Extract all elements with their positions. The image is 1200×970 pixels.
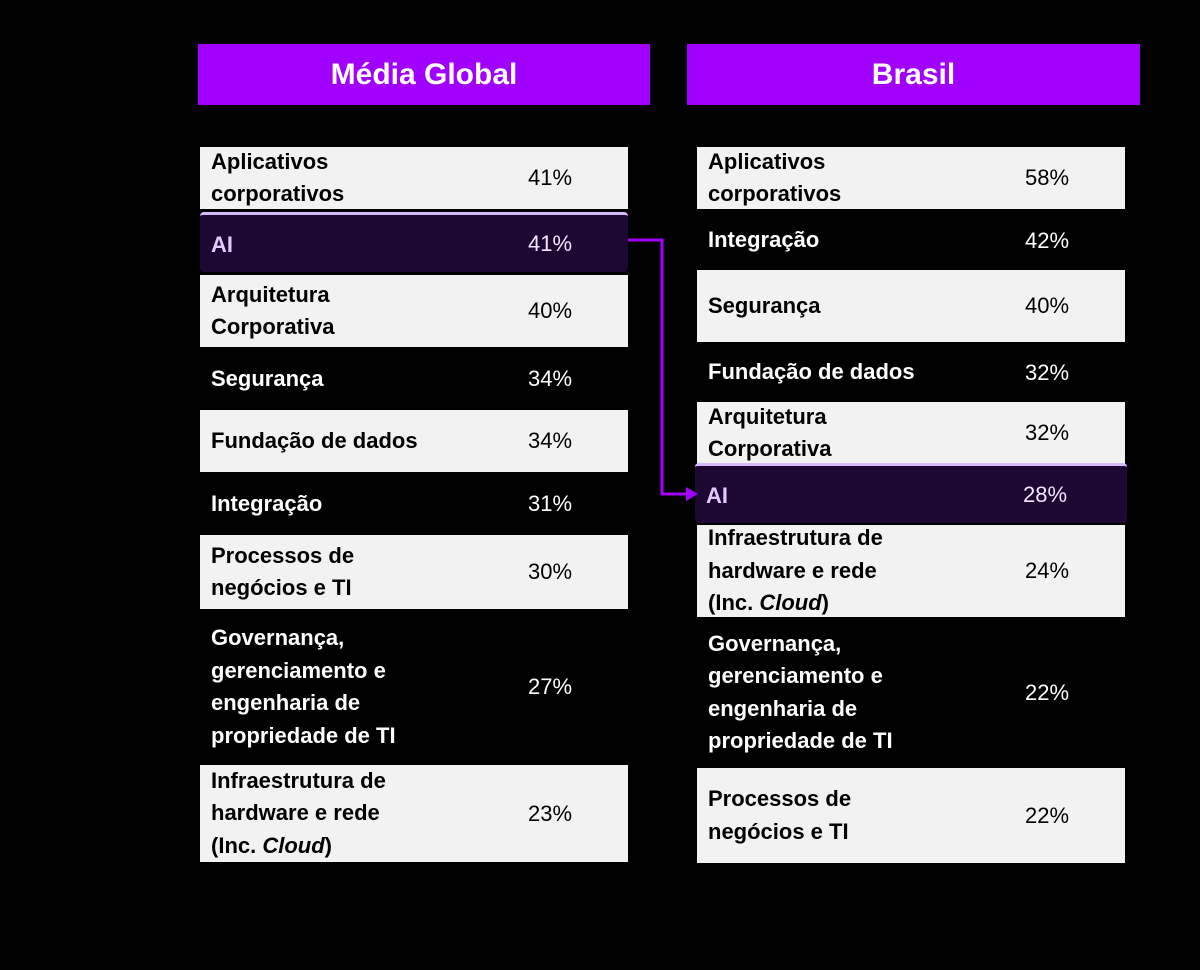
row-value: 41%	[527, 165, 573, 190]
row-value: 32%	[1024, 359, 1070, 385]
row-value: 27%	[527, 674, 573, 699]
row-value: 30%	[527, 559, 573, 584]
arrow-head	[686, 487, 698, 501]
brasil-row: AI 28%	[695, 463, 1127, 523]
global-row: Arquitetura Corporativa 40%	[200, 275, 628, 347]
row-value: 41%	[527, 230, 573, 256]
row-value: 34%	[527, 366, 573, 391]
row-value: 24%	[1024, 558, 1070, 583]
global-row: Segurança 34%	[200, 350, 628, 408]
global-row: Fundação de dados 34%	[200, 410, 628, 472]
arrow-line	[628, 238, 688, 496]
global-row: Processos de negócios e TI 30%	[200, 535, 628, 609]
row-label: Governança, gerenciamento e engenharia de p…	[708, 630, 893, 754]
brasil-row: Processos de negócios e TI 22%	[697, 768, 1125, 863]
row-value: 40%	[1024, 293, 1070, 318]
row-label: Segurança	[211, 365, 324, 391]
row-value: 31%	[527, 491, 573, 516]
brasil-row: Governança, gerenciamento e engenharia de p…	[697, 620, 1125, 765]
global-header: Média Global	[198, 44, 650, 105]
row-label: Infraestrutura de hardware e rede (Inc. Cl…	[211, 767, 386, 858]
row-label: Governança, gerenciamento e engenharia de p…	[211, 625, 396, 748]
row-label: Fundação de dados	[211, 427, 418, 453]
row-label: Aplicativos corporativos	[211, 148, 345, 207]
global-row: Integração 31%	[200, 474, 628, 534]
row-label: Infraestrutura de hardware e rede (Inc. Cl…	[708, 525, 883, 616]
row-label: Integração	[211, 490, 323, 516]
row-label: Arquitetura Corporativa	[211, 281, 335, 340]
row-label: AI	[706, 482, 728, 508]
row-label: Processos de negócios e TI	[211, 542, 355, 601]
brasil-header: Brasil	[687, 44, 1140, 105]
brasil-row: Aplicativos corporativos 58%	[697, 147, 1125, 209]
row-value: 22%	[1024, 679, 1070, 705]
row-value: 32%	[1024, 420, 1070, 445]
row-value: 40%	[527, 298, 573, 323]
row-label: Integração	[708, 227, 820, 253]
row-value: 28%	[1022, 481, 1068, 507]
row-value: 23%	[527, 800, 573, 826]
row-label: Arquitetura Corporativa	[708, 403, 832, 462]
brasil-row: Fundação de dados 32%	[697, 344, 1125, 401]
brasil-row: Arquitetura Corporativa 32%	[697, 402, 1125, 464]
global-row: Aplicativos corporativos 41%	[200, 147, 628, 209]
brasil-row: Integração 42%	[697, 212, 1125, 269]
row-label: Aplicativos corporativos	[708, 148, 842, 207]
row-label: Segurança	[708, 292, 821, 318]
row-label: AI	[211, 231, 233, 257]
global-row: Infraestrutura de hardware e rede (Inc. Cl…	[200, 765, 628, 862]
row-label: Processos de negócios e TI	[708, 786, 852, 844]
global-row: AI 41%	[200, 212, 628, 272]
row-label: Fundação de dados	[708, 359, 915, 385]
brasil-row: Segurança 40%	[697, 270, 1125, 342]
global-row: Governança, gerenciamento e engenharia de p…	[200, 612, 628, 762]
row-value: 42%	[1024, 227, 1070, 253]
row-value: 34%	[527, 428, 573, 453]
brasil-row: Infraestrutura de hardware e rede (Inc. Cl…	[697, 525, 1125, 617]
row-value: 58%	[1024, 165, 1070, 190]
row-value: 22%	[1024, 802, 1070, 828]
